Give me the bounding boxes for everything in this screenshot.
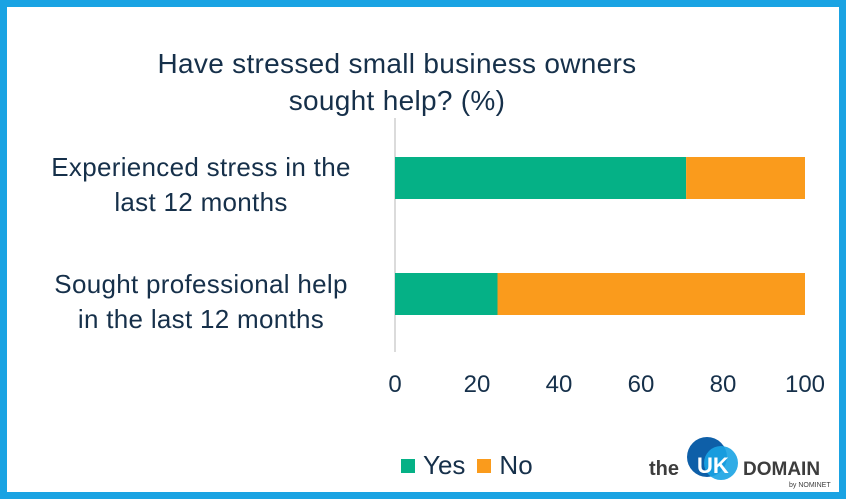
legend: Yes No [401, 450, 545, 481]
bar-no-0 [686, 157, 805, 199]
category-label-stress: Experienced stress in the last 12 months [21, 150, 381, 220]
uk-domain-logo: the UK DOMAIN by NOMINET [649, 437, 831, 489]
x-tick-label-20: 20 [464, 371, 491, 398]
legend-swatch-yes [401, 458, 415, 473]
chart-title-line-2: sought help? (%) [288, 85, 506, 116]
logo-suffix: DOMAIN [743, 459, 820, 480]
category-label-stress-line-2: last 12 months [114, 187, 288, 217]
x-tick-label-100: 100 [785, 371, 825, 398]
chart-title-line-1: Have stressed small business owners [157, 48, 637, 79]
legend-swatch-no [477, 458, 492, 473]
legend-item-yes: Yes [401, 450, 465, 481]
chart-title: Have stressed small business owners soug… [67, 45, 727, 119]
logo-prefix: the [649, 458, 679, 480]
logo-circle-light [704, 446, 738, 480]
x-tick-label-0: 0 [388, 371, 401, 398]
logo-mark: UK [697, 453, 729, 478]
legend-label-yes: Yes [423, 450, 466, 480]
category-label-help: Sought professional help in the last 12 … [21, 267, 381, 337]
x-tick-label-80: 80 [710, 371, 737, 398]
category-label-help-line-1: Sought professional help [54, 269, 348, 299]
bar-no-1 [497, 273, 805, 315]
bar-yes-1 [395, 273, 498, 315]
category-label-stress-line-1: Experienced stress in the [51, 152, 351, 182]
category-label-help-line-2: in the last 12 months [77, 304, 325, 334]
logo-byline: by NOMINET [789, 482, 831, 489]
legend-item-no: No [477, 450, 533, 481]
bar-yes-0 [395, 157, 687, 199]
legend-label-no: No [499, 450, 533, 480]
x-tick-label-60: 60 [628, 371, 655, 398]
x-tick-label-40: 40 [546, 371, 573, 398]
